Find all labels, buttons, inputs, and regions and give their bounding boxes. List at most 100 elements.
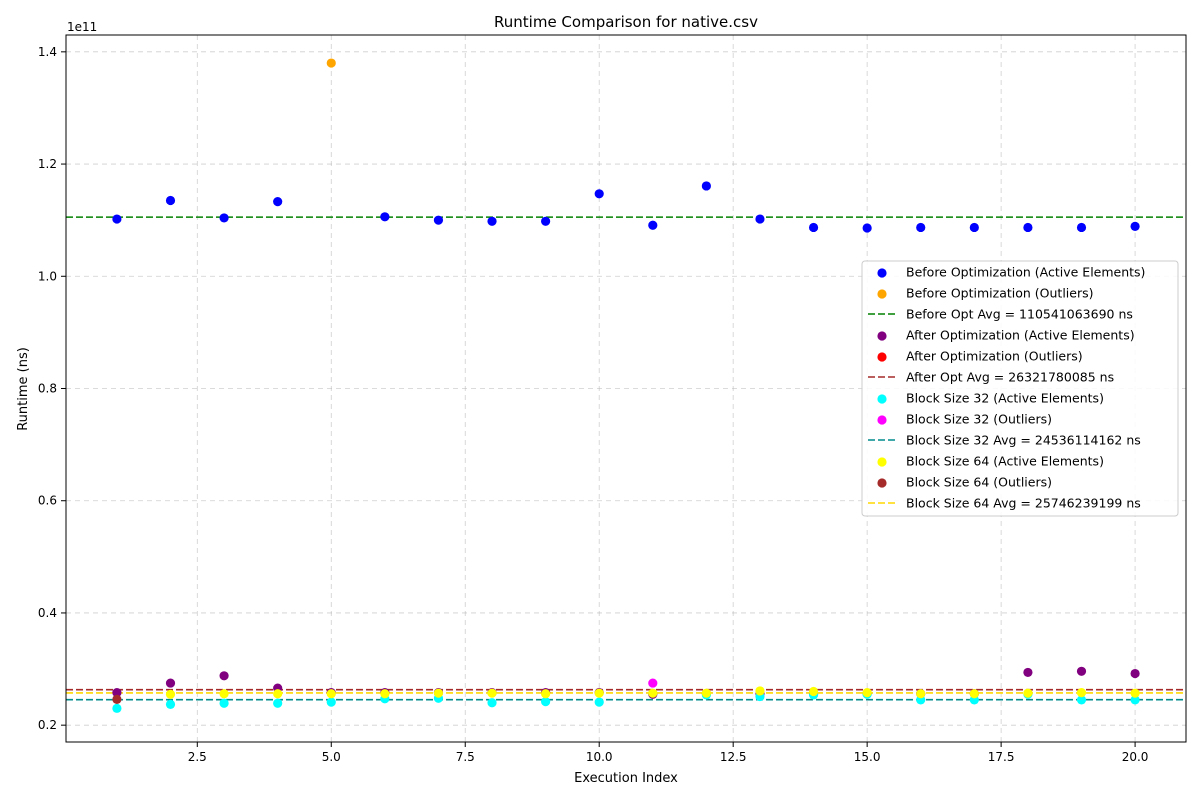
data-point [112, 703, 122, 713]
data-points [112, 58, 1140, 713]
data-point [165, 678, 176, 688]
x-tick-label: 5.0 [322, 750, 341, 764]
legend-entry-label: Block Size 64 (Outliers) [906, 475, 1052, 490]
data-point [862, 688, 872, 698]
data-point [969, 222, 979, 233]
y-tick-label: 1.4 [38, 45, 57, 59]
data-point [112, 688, 122, 698]
y-tick-label: 0.6 [38, 494, 57, 508]
data-point [165, 195, 176, 206]
legend-entry-label: Block Size 32 (Outliers) [906, 412, 1052, 427]
y-axis-ticks: 0.2 0.4 0.6 0.8 1.0 1.2 1.4 [38, 45, 66, 732]
data-point [1130, 695, 1140, 705]
data-point [808, 686, 819, 697]
data-point [219, 698, 229, 708]
data-point [165, 699, 176, 710]
data-point [1130, 688, 1140, 698]
legend-marker-swatch [877, 415, 887, 425]
y-axis-offset-label: 1e11 [67, 20, 97, 34]
y-tick-label: 1.0 [38, 269, 57, 283]
data-point [112, 214, 122, 224]
data-point [594, 697, 604, 707]
legend-marker-swatch [877, 289, 887, 299]
legend-entry-label: Block Size 64 (Active Elements) [906, 454, 1104, 469]
y-tick-label: 0.2 [38, 718, 57, 732]
y-tick-label: 0.8 [38, 382, 57, 396]
legend-marker-swatch [877, 352, 887, 362]
data-point [219, 689, 229, 699]
legend-marker-swatch [877, 394, 887, 404]
data-point [1023, 688, 1033, 698]
data-point [487, 216, 497, 226]
legend-marker-swatch [877, 331, 887, 341]
data-point [1076, 666, 1087, 676]
y-axis-label: Runtime (ns) [16, 347, 31, 431]
data-point [1130, 668, 1140, 679]
data-point [219, 213, 229, 223]
data-point [326, 697, 336, 707]
legend-entry-label: Before Opt Avg = 110541063690 ns [906, 307, 1133, 322]
data-point [1023, 222, 1033, 233]
data-point [755, 214, 765, 224]
legend-entry-label: Block Size 32 Avg = 24536114162 ns [906, 433, 1141, 448]
data-point [273, 689, 283, 699]
legend-entry-label: Block Size 32 (Active Elements) [906, 391, 1104, 406]
x-axis-ticks: 2.5 5.0 7.5 10.0 12.5 15.0 17.5 20.0 [188, 742, 1149, 764]
x-tick-label: 7.5 [456, 750, 475, 764]
data-point [273, 197, 283, 207]
legend-marker-swatch [877, 268, 887, 278]
data-point [755, 686, 765, 696]
data-point [594, 688, 604, 698]
legend-entry-label: After Opt Avg = 26321780085 ns [906, 370, 1114, 385]
data-point [541, 689, 551, 699]
legend-entry-label: Before Optimization (Active Elements) [906, 265, 1145, 280]
x-tick-label: 15.0 [854, 750, 881, 764]
data-point [1076, 222, 1087, 233]
legend-entry-label: Block Size 64 Avg = 25746239199 ns [906, 496, 1141, 511]
data-point [487, 688, 497, 698]
legend: Before Optimization (Active Elements) Bef… [861, 260, 1179, 517]
legend-box [861, 260, 1179, 517]
data-point [433, 215, 444, 225]
data-point [916, 222, 926, 233]
data-point [862, 223, 872, 233]
average-lines [66, 216, 1186, 701]
data-point [808, 222, 819, 233]
x-tick-label: 20.0 [1122, 750, 1149, 764]
x-tick-label: 10.0 [586, 750, 613, 764]
legend-marker-swatch [877, 478, 887, 488]
data-point [273, 698, 283, 708]
y-tick-label: 1.2 [38, 157, 57, 171]
chart-title: Runtime Comparison for native.csv [494, 13, 758, 31]
data-point [541, 697, 551, 707]
data-point [648, 220, 658, 230]
data-point [701, 688, 711, 698]
data-point [916, 689, 926, 699]
data-point [648, 688, 658, 698]
data-point [380, 689, 390, 699]
data-point [112, 694, 122, 704]
data-point [648, 678, 658, 688]
x-tick-label: 12.5 [720, 750, 747, 764]
x-axis-label: Execution Index [574, 771, 678, 786]
data-point [594, 189, 604, 199]
data-point [487, 698, 497, 708]
legend-entry-label: After Optimization (Active Elements) [906, 328, 1135, 343]
data-point [701, 181, 711, 191]
data-point [541, 216, 551, 226]
y-tick-label: 0.4 [38, 606, 57, 620]
x-tick-label: 2.5 [188, 750, 207, 764]
data-point [1023, 667, 1033, 678]
data-point [326, 58, 336, 68]
data-point [969, 689, 979, 699]
data-point [165, 689, 176, 699]
data-point [1076, 688, 1087, 698]
data-point [380, 212, 390, 222]
x-tick-label: 17.5 [988, 750, 1015, 764]
data-point [219, 671, 229, 681]
legend-entry-label: After Optimization (Outliers) [906, 349, 1083, 364]
data-point [1076, 695, 1087, 705]
legend-marker-swatch [877, 457, 887, 467]
data-point [433, 688, 444, 698]
